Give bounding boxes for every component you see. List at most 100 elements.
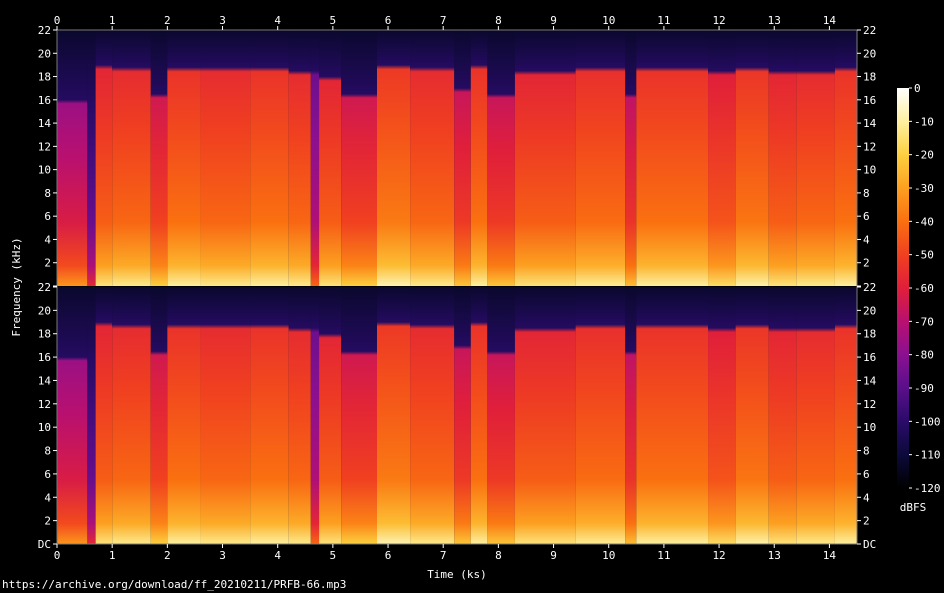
y-tick-left-label: 14 bbox=[38, 374, 52, 387]
x-tick-top-label: 12 bbox=[712, 14, 725, 27]
channel-2-segment bbox=[310, 287, 320, 544]
x-tick-bottom-label: 1 bbox=[109, 549, 116, 562]
plot-layer bbox=[57, 30, 857, 544]
axes-layer: 0011223344556677889910101111121213131414… bbox=[38, 14, 941, 562]
channel-1-segment bbox=[796, 30, 835, 286]
channel-2-segment bbox=[250, 287, 289, 544]
x-tick-bottom-label: 8 bbox=[495, 549, 502, 562]
channel-1-segment bbox=[167, 30, 201, 286]
x-tick-top-label: 1 bbox=[109, 14, 116, 27]
channel-1-segment bbox=[112, 30, 151, 286]
colorbar-tick-label: -70 bbox=[914, 315, 934, 328]
x-tick-top-label: 3 bbox=[219, 14, 226, 27]
channel-2-segment bbox=[319, 287, 342, 544]
colorbar-tick-label: -60 bbox=[914, 282, 934, 295]
x-tick-top-label: 4 bbox=[274, 14, 281, 27]
colorbar-tick-label: -120 bbox=[914, 482, 941, 495]
y-tick-right-label: 6 bbox=[863, 210, 870, 223]
y-tick-left-label: 12 bbox=[38, 140, 51, 153]
y-tick-left-label: 12 bbox=[38, 398, 51, 411]
y-tick-right-label: 14 bbox=[863, 117, 877, 130]
colorbar-tick-label: -50 bbox=[914, 249, 934, 262]
y-tick-right-label: 22 bbox=[863, 281, 876, 294]
y-tick-left-label: 20 bbox=[38, 47, 51, 60]
channel-1-segment bbox=[735, 30, 769, 286]
colorbar-tick-label: -10 bbox=[914, 115, 934, 128]
channel-2-segment bbox=[514, 287, 576, 544]
channel-1-segment bbox=[768, 30, 797, 286]
y-tick-left-label: 20 bbox=[38, 304, 51, 317]
x-tick-top-label: 7 bbox=[440, 14, 447, 27]
channel-2-segment bbox=[95, 287, 113, 544]
channel-1-segment bbox=[288, 30, 311, 286]
x-tick-bottom-label: 2 bbox=[164, 549, 171, 562]
channel-1-segment bbox=[310, 30, 320, 286]
y-tick-right-label: 8 bbox=[863, 445, 870, 458]
y-tick-right-label: 22 bbox=[863, 24, 876, 37]
y-tick-right-label: 12 bbox=[863, 398, 876, 411]
y-tick-left-label: 4 bbox=[44, 233, 51, 246]
channel-1-segment bbox=[377, 30, 411, 286]
y-tick-left-label: 10 bbox=[38, 421, 51, 434]
x-tick-top-label: 13 bbox=[768, 14, 781, 27]
y-tick-left-label: 8 bbox=[44, 445, 51, 458]
y-tick-left-label: 6 bbox=[44, 468, 51, 481]
y-tick-left-label: 22 bbox=[38, 24, 51, 37]
channel-2-segment bbox=[768, 287, 797, 544]
colorbar-tick-label: -30 bbox=[914, 182, 934, 195]
channel-2-segment bbox=[150, 287, 168, 544]
colorbar-tick-label: -110 bbox=[914, 449, 941, 462]
channel-1-segment bbox=[319, 30, 342, 286]
channel-2-segment bbox=[87, 287, 96, 544]
channel-2-segment bbox=[377, 287, 411, 544]
channel-1-segment bbox=[250, 30, 289, 286]
channel-2-segment bbox=[834, 287, 857, 544]
x-tick-bottom-label: 0 bbox=[54, 549, 61, 562]
channel-2-segment bbox=[636, 287, 709, 544]
x-tick-top-label: 8 bbox=[495, 14, 502, 27]
y-tick-left-label: 6 bbox=[44, 210, 51, 223]
channel-1-segment bbox=[150, 30, 168, 286]
colorbar-tick-label: -80 bbox=[914, 349, 934, 362]
y-tick-left-label: 10 bbox=[38, 164, 51, 177]
x-tick-top-label: 5 bbox=[330, 14, 337, 27]
x-tick-top-label: 11 bbox=[657, 14, 670, 27]
channel-1-segment bbox=[575, 30, 626, 286]
channel-2-segment bbox=[454, 287, 471, 544]
x-tick-top-label: 14 bbox=[823, 14, 837, 27]
channel-2-segment bbox=[57, 287, 88, 544]
y-axis-label: Frequency (kHz) bbox=[10, 237, 23, 336]
channel-1-segment bbox=[514, 30, 576, 286]
y-tick-right-label: 20 bbox=[863, 304, 876, 317]
x-tick-bottom-label: 12 bbox=[712, 549, 725, 562]
x-tick-bottom-label: 6 bbox=[385, 549, 392, 562]
channel-1-segment bbox=[487, 30, 515, 286]
y-tick-left-label: 22 bbox=[38, 281, 51, 294]
colorbar-tick-label: 0 bbox=[914, 82, 921, 95]
y-tick-left-label: 8 bbox=[44, 187, 51, 200]
x-tick-top-label: 6 bbox=[385, 14, 392, 27]
x-tick-bottom-label: 10 bbox=[602, 549, 615, 562]
channel-1-segment bbox=[341, 30, 377, 286]
channel-2-segment bbox=[167, 287, 201, 544]
y-tick-left-label: 16 bbox=[38, 94, 51, 107]
channel-1-segment bbox=[470, 30, 488, 286]
y-tick-right-label: 4 bbox=[863, 233, 870, 246]
x-tick-bottom-label: 5 bbox=[330, 549, 337, 562]
channel-2-segment bbox=[735, 287, 769, 544]
channel-1-segment bbox=[708, 30, 736, 286]
y-tick-right-label: 2 bbox=[863, 257, 870, 270]
colorbar bbox=[897, 88, 909, 488]
y-tick-right-label: 2 bbox=[863, 515, 870, 528]
x-tick-bottom-label: 9 bbox=[550, 549, 557, 562]
channel-2-segment bbox=[487, 287, 515, 544]
x-tick-top-label: 10 bbox=[602, 14, 615, 27]
x-tick-bottom-label: 13 bbox=[768, 549, 781, 562]
x-tick-top-label: 2 bbox=[164, 14, 171, 27]
channel-1-segment bbox=[636, 30, 709, 286]
channel-1-segment bbox=[410, 30, 455, 286]
y-tick-right-label: 16 bbox=[863, 94, 876, 107]
channel-2-segment bbox=[112, 287, 151, 544]
source-url: https://archive.org/download/ff_20210211… bbox=[2, 578, 347, 591]
channel-2-segment bbox=[708, 287, 736, 544]
